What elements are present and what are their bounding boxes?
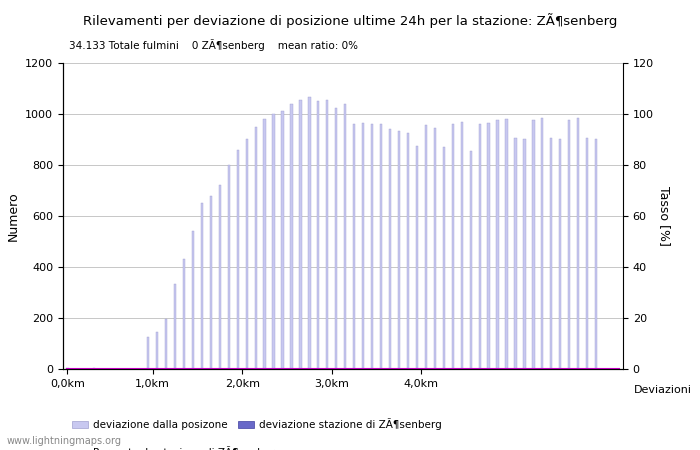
Bar xyxy=(496,120,498,369)
Bar xyxy=(228,165,230,369)
Bar xyxy=(66,368,69,369)
Text: Rilevamenti per deviazione di posizione ultime 24h per la stazione: ZÃ¶senberg: Rilevamenti per deviazione di posizione … xyxy=(83,14,617,28)
Bar xyxy=(165,320,167,369)
Bar xyxy=(398,130,400,369)
Bar xyxy=(317,101,319,369)
Bar xyxy=(452,124,454,369)
Bar xyxy=(425,126,427,369)
Bar xyxy=(434,128,436,369)
Bar xyxy=(505,119,508,369)
Bar xyxy=(461,122,463,369)
Bar xyxy=(290,104,293,369)
Bar xyxy=(479,124,481,369)
Bar xyxy=(470,151,472,369)
Bar xyxy=(353,124,356,369)
Bar xyxy=(550,138,552,369)
Bar xyxy=(192,231,194,369)
Bar xyxy=(201,203,203,369)
Y-axis label: Tasso [%]: Tasso [%] xyxy=(657,186,671,246)
Bar xyxy=(532,120,535,369)
Y-axis label: Numero: Numero xyxy=(6,191,20,241)
Bar xyxy=(442,147,445,369)
Bar xyxy=(514,138,517,369)
Bar xyxy=(147,337,149,369)
Bar xyxy=(326,100,328,369)
Legend: Percentuale stazione di ZÃ¶senberg: Percentuale stazione di ZÃ¶senberg xyxy=(68,441,286,450)
Bar xyxy=(541,118,543,369)
Bar xyxy=(568,120,570,369)
Bar xyxy=(344,104,346,369)
Bar xyxy=(272,114,274,369)
Bar xyxy=(487,123,490,369)
Bar xyxy=(407,133,409,369)
Text: 34.133 Totale fulmini    0 ZÃ¶senberg    mean ratio: 0%: 34.133 Totale fulmini 0 ZÃ¶senberg mean … xyxy=(69,39,358,51)
Bar xyxy=(416,146,418,369)
Bar xyxy=(380,124,382,369)
Bar xyxy=(389,129,391,369)
Bar xyxy=(174,284,176,369)
Bar xyxy=(218,185,221,369)
Bar xyxy=(255,127,257,369)
Bar xyxy=(371,124,373,369)
Bar xyxy=(362,123,364,369)
Bar xyxy=(308,97,311,369)
Bar xyxy=(281,112,284,369)
Bar xyxy=(156,332,158,369)
Bar xyxy=(577,118,580,369)
Bar xyxy=(595,140,597,369)
Bar xyxy=(300,100,302,369)
Text: Deviazioni: Deviazioni xyxy=(634,385,692,395)
Bar xyxy=(210,196,212,369)
Bar xyxy=(335,108,337,369)
Bar xyxy=(524,140,526,369)
Text: www.lightningmaps.org: www.lightningmaps.org xyxy=(7,436,122,446)
Bar xyxy=(237,150,239,369)
Bar xyxy=(586,138,588,369)
Bar xyxy=(559,140,561,369)
Bar xyxy=(263,119,266,369)
Bar xyxy=(183,259,185,369)
Bar xyxy=(246,140,248,369)
